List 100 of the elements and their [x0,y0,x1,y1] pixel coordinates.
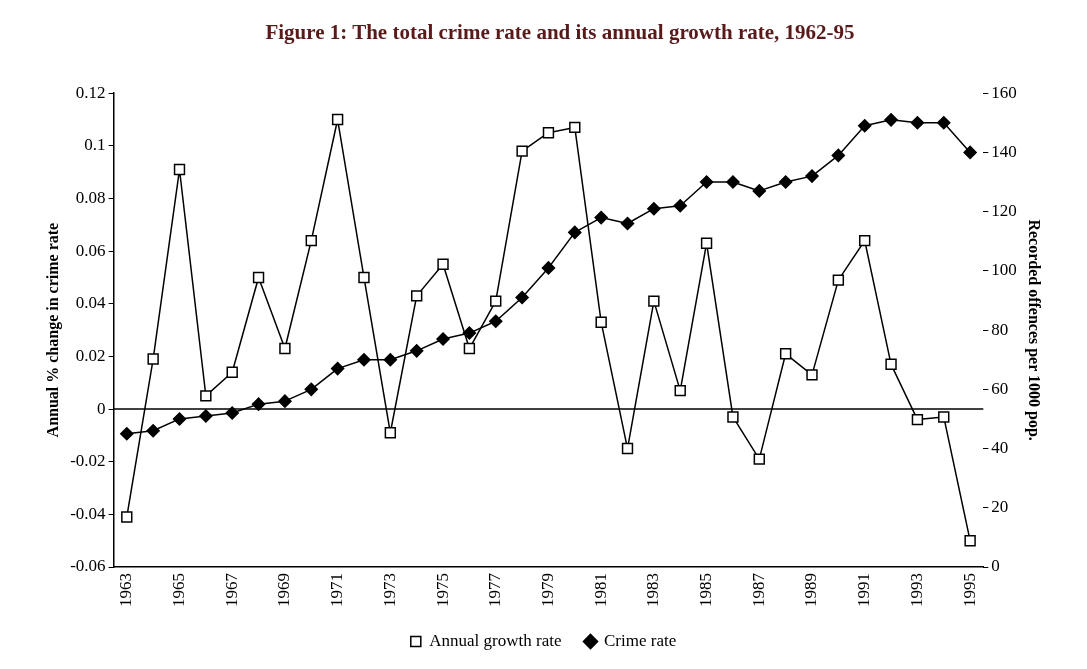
x-tick-label: 1965 [168,573,188,607]
point [885,358,897,371]
point [358,271,370,284]
chart-title: Figure 1: The total crime rate and its annual growth rate, 1962-95 [264,19,856,46]
y-tick-label: 0.04 [75,293,107,313]
point [859,234,871,247]
y-tick-label: -0.02 [70,451,106,471]
point [121,511,133,523]
point [489,314,503,328]
y-tick-label: -0.06 [70,556,106,576]
point [410,290,423,302]
y-axis-title: Annual % change in crime rate [43,222,62,438]
x-tick-label: 1993 [906,573,926,607]
x-tick-label: 1977 [485,572,505,607]
x-tick-label: 1983 [643,573,663,607]
point [805,169,819,183]
point [569,121,581,134]
point [832,274,845,286]
x-tick-label: 1987 [748,572,768,607]
y2-tick-label: 80 [991,319,1009,339]
point [699,175,714,189]
point [226,366,238,378]
y-tick-label: 0.06 [75,240,106,260]
point [331,113,344,126]
point [726,175,740,189]
point [752,184,767,198]
point [173,163,186,176]
point [963,145,977,160]
point [172,412,187,426]
point [911,413,924,426]
point [305,234,317,247]
point [147,353,159,365]
point [200,390,212,402]
y-tick-label: 0 [97,398,106,418]
point [251,397,266,411]
point [857,119,872,133]
y2-tick-label: 40 [991,438,1009,458]
y2-tick-label: 140 [991,141,1017,161]
point [330,361,345,376]
point [621,442,634,455]
point [279,342,291,355]
point [437,258,449,270]
point [542,126,555,139]
y-tick-label: 0.12 [75,82,106,102]
point [146,424,160,438]
legend-label: Annual growth rate [429,630,562,650]
point [304,382,319,397]
y2-tick-label: 0 [991,556,1000,576]
point [594,210,608,225]
point [910,116,925,130]
point [753,453,765,465]
point [779,348,792,360]
point [541,261,556,275]
y2-tick-label: 20 [991,497,1009,517]
y-tick-label: 0.1 [84,135,106,155]
point [278,394,292,408]
point [778,175,793,189]
x-tick-label: 1995 [959,573,979,607]
point [384,427,397,439]
x-tick-label: 1989 [801,573,821,607]
point [515,290,529,305]
point [673,198,687,213]
point [568,225,582,240]
y2-tick-label: 120 [991,201,1017,221]
point [884,113,898,127]
point [727,411,739,423]
x-tick-label: 1979 [537,573,557,607]
point [648,295,660,307]
point [462,326,477,340]
point [674,384,686,397]
point [120,426,134,441]
x-tick-label: 1973 [379,573,399,607]
point [938,411,950,423]
point [647,201,661,216]
point [436,332,450,346]
point [595,316,607,328]
point [620,216,635,231]
y-tick-label: 0.02 [75,345,106,365]
x-tick-label: 1969 [274,573,294,607]
x-tick-label: 1985 [696,573,716,607]
y2-tick-label: 60 [991,378,1009,398]
point [831,148,846,163]
point [357,352,371,367]
x-tick-label: 1967 [221,572,241,607]
y-tick-label: 0.08 [75,187,106,207]
legend-label: Crime rate [603,630,677,650]
point [964,534,976,547]
x-tick-label: 1963 [116,573,136,607]
point [199,409,213,423]
point [490,295,502,307]
y2-tick-label: 160 [991,82,1017,102]
x-tick-label: 1991 [854,573,874,607]
point [806,369,818,381]
x-tick-label: 1971 [327,573,347,607]
point [700,237,713,249]
x-tick-label: 1981 [590,573,610,607]
y2-axis-title: Recorded offences per 1000 pop. [1025,219,1044,441]
point [252,271,265,284]
point [383,352,398,367]
point [937,116,951,130]
